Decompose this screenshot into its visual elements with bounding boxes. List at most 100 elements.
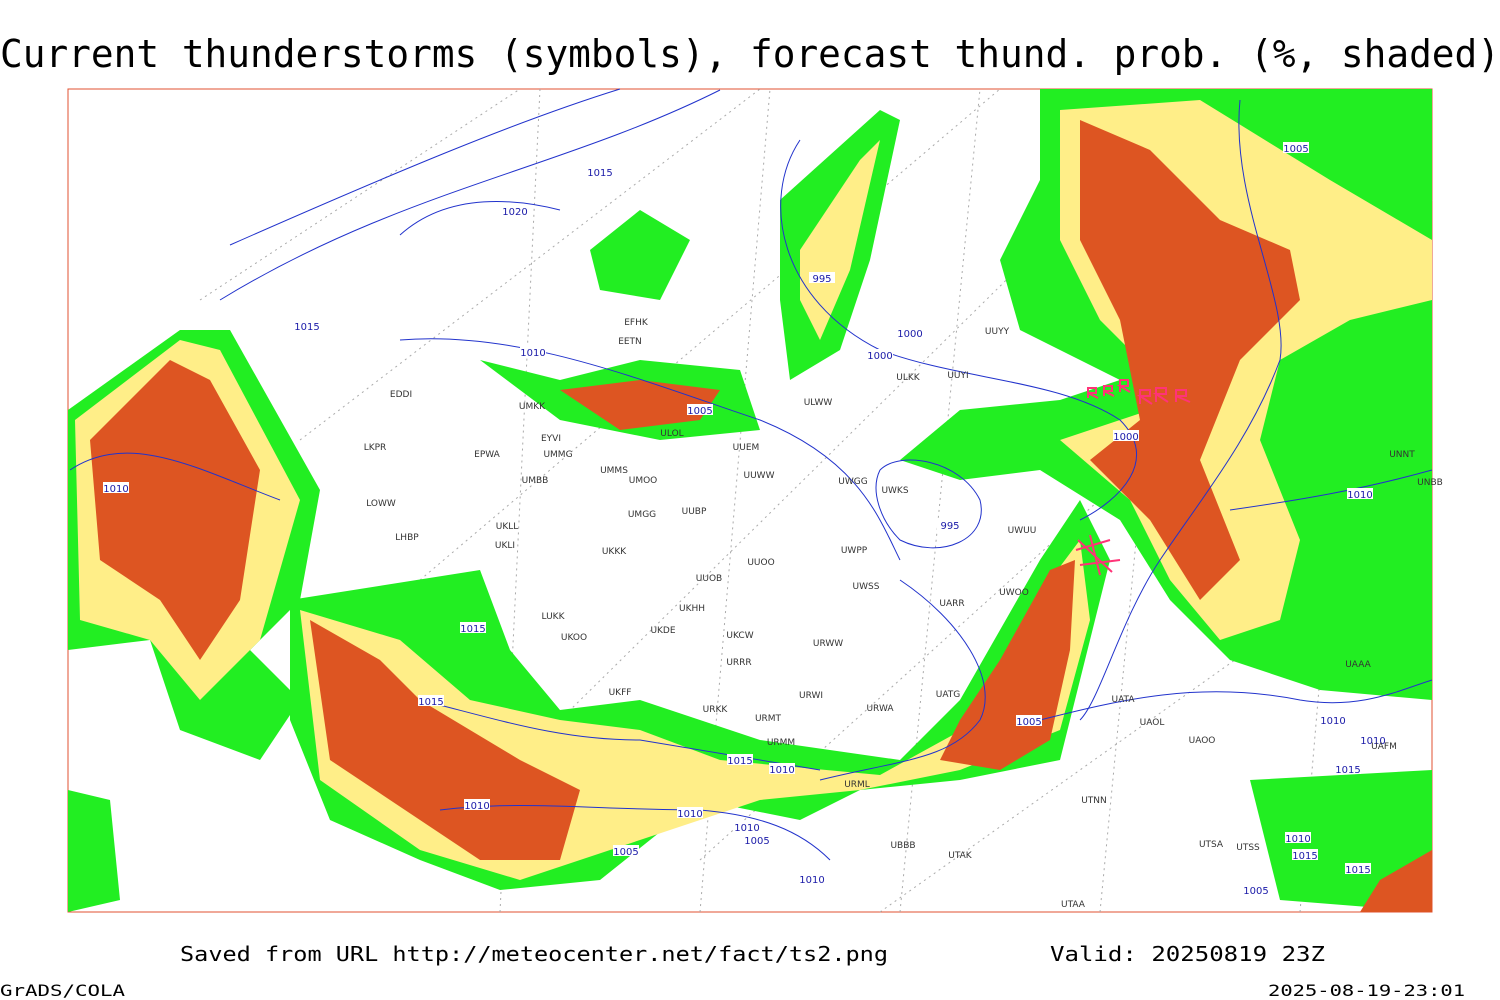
- station-code: EPWA: [474, 450, 501, 460]
- map-frame: 1015 1020 1015 1010 995 1000 1000 1005 1000 1005 1…: [67, 88, 1443, 913]
- station-code: UBBB: [890, 841, 915, 851]
- isobar-label-bg: [294, 320, 320, 331]
- station-code: UAFM: [1371, 742, 1397, 752]
- station-code: UUYY: [985, 327, 1010, 337]
- station-code: URRR: [726, 658, 751, 668]
- isobar-label-bg: [1320, 714, 1346, 725]
- isobar-label: 1015: [1345, 865, 1370, 876]
- isobar-label: 1005: [1283, 144, 1308, 155]
- station-code: URMM: [767, 738, 795, 748]
- station-code: UWGG: [838, 477, 867, 487]
- station-code: UUBP: [682, 507, 707, 517]
- station-code: UATA: [1111, 695, 1135, 705]
- isobar-label-bg: [1347, 488, 1373, 499]
- software-label: GrADS/COLA: [0, 981, 125, 1000]
- isobar-label-bg: [587, 166, 613, 177]
- isobar-label-bg: [460, 622, 486, 633]
- isobar-label: 1010: [1360, 736, 1385, 747]
- station-code: LOWW: [366, 499, 396, 509]
- station-code: UWSS: [853, 582, 880, 592]
- isobar-label: 1015: [460, 624, 485, 635]
- station-code: UTNN: [1081, 796, 1107, 806]
- isobar-label-bg: [1360, 734, 1386, 745]
- station-code: UWKS: [881, 486, 908, 496]
- station-code: UWPP: [841, 546, 868, 556]
- station-code: URKK: [703, 705, 729, 715]
- station-code: UTAA: [1061, 900, 1086, 910]
- isobar-lines: [69, 88, 1433, 861]
- station-code: LUKK: [542, 612, 566, 622]
- isobar-label-bg: [613, 845, 639, 856]
- station-code: ULWW: [804, 398, 833, 408]
- isobar-label-bg: [1285, 832, 1311, 843]
- station-code: UKKK: [602, 547, 627, 557]
- isobar-label-bg: [520, 346, 546, 357]
- station-code: UUWW: [744, 471, 775, 481]
- isobar-label-bg: [418, 695, 444, 706]
- isobar-label-bg: [1335, 763, 1361, 774]
- isobar-label-bg: [687, 404, 713, 415]
- isobar-label-bg: [1016, 715, 1042, 726]
- station-code: LHBP: [395, 533, 419, 543]
- isobar-label: 1020: [502, 207, 527, 218]
- isobar-label-bg: [867, 349, 893, 360]
- isobar-label: 1015: [1292, 851, 1317, 862]
- isobar-label: 1000: [897, 329, 922, 340]
- isobar-label-bg: [1283, 142, 1309, 153]
- station-code: UMOO: [629, 476, 658, 486]
- isobar-label-bg: [464, 799, 490, 810]
- station-code: UKLL: [496, 522, 519, 532]
- station-code: LKPR: [364, 443, 387, 453]
- station-code: UWUU: [1008, 526, 1037, 536]
- isobar-label: 995: [940, 521, 959, 532]
- station-code: UKDE: [650, 626, 675, 636]
- station-code: URMT: [755, 714, 782, 724]
- station-code: UKCW: [726, 631, 753, 641]
- isobar-label-bg: [1243, 884, 1269, 895]
- isobar-label: 1010: [1320, 716, 1345, 727]
- isobar-label-bg: [734, 821, 760, 832]
- station-code: UKLI: [495, 541, 515, 551]
- isobar-label: 1010: [799, 875, 824, 886]
- title: Current thunderstorms (symbols), forecas…: [0, 32, 1500, 76]
- station-code: UMMG: [543, 450, 572, 460]
- isobar-label: 1005: [1016, 717, 1041, 728]
- station-code: URWI: [799, 691, 823, 701]
- station-code: UTSS: [1236, 843, 1260, 853]
- isobar-label-bg: [809, 272, 835, 283]
- station-code: UUOO: [747, 558, 774, 568]
- valid-time: Valid: 20250819 23Z: [1050, 942, 1325, 966]
- station-code: UTSA: [1199, 840, 1224, 850]
- station-code: UMKK: [519, 402, 546, 412]
- isobar-label: 1015: [1335, 765, 1360, 776]
- station-code: EDDI: [390, 390, 412, 400]
- station-code: UARR: [939, 599, 964, 609]
- timestamp: 2025-08-19-23:01: [1268, 981, 1465, 1000]
- station-code: UUYI: [947, 371, 968, 381]
- station-code: UWOO: [999, 588, 1029, 598]
- source-url: Saved from URL http://meteocenter.net/fa…: [180, 942, 888, 966]
- station-code: UMBB: [522, 476, 549, 486]
- station-code: EETN: [618, 337, 642, 347]
- isobar-label-bg: [897, 327, 923, 338]
- isobar-label-bg: [727, 754, 753, 765]
- station-code: UKOO: [561, 633, 587, 643]
- isobar-label-bg: [769, 763, 795, 774]
- isobar-label: 1010: [1347, 490, 1372, 501]
- isobar-label-bg: [103, 482, 129, 493]
- station-code: ULKK: [896, 373, 921, 383]
- isobar-label: 1000: [1113, 432, 1138, 443]
- isobar-label: 1005: [687, 406, 712, 417]
- isobar-label-bg: [677, 807, 703, 818]
- station-code: EYVI: [541, 434, 561, 444]
- isobar-label: 1010: [103, 484, 128, 495]
- isobar-label: 1015: [294, 322, 319, 333]
- station-code: UNNT: [1389, 450, 1415, 460]
- isobar-label-bg: [937, 519, 963, 530]
- isobar-label: 1010: [464, 801, 489, 812]
- isobar-label: 1010: [1285, 834, 1310, 845]
- isobar-label: 1010: [520, 348, 545, 359]
- station-code: UNBB: [1417, 478, 1443, 488]
- station-code: EFHK: [624, 318, 649, 328]
